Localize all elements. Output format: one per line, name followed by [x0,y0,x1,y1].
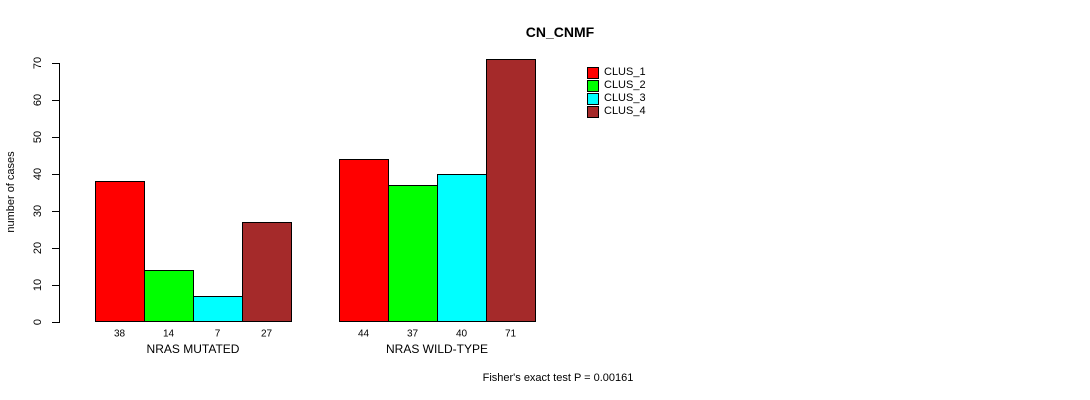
y-tick [52,285,59,286]
bar-CLUS_2 [144,270,194,322]
stat-annotation: Fisher's exact test P = 0.00161 [482,372,634,384]
legend-label: CLUS_2 [604,79,646,91]
y-tick [52,248,59,249]
bar-CLUS_3 [437,174,487,322]
bar-CLUS_4 [486,59,536,322]
legend-swatch [587,66,599,79]
bar-CLUS_1 [339,159,389,322]
bar-CLUS_3 [193,296,243,322]
legend-item: CLUS_3 [587,92,646,105]
legend-swatch [587,92,599,105]
bar-value-label: 37 [406,328,419,340]
bar-CLUS_4 [242,222,292,322]
bar-value-label: 40 [455,328,468,340]
y-tick-label: 30 [32,204,44,218]
legend: CLUS_1 CLUS_2 CLUS_3 CLUS_4 [587,66,646,118]
y-tick [52,211,59,212]
legend-swatch [587,105,599,118]
bar-value-label: 14 [162,328,175,340]
y-tick [52,174,59,175]
bar-value-label: 7 [214,328,221,340]
y-tick-label: 50 [32,130,44,144]
bar-value-label: 27 [260,328,273,340]
bar-value-label: 71 [504,328,517,340]
x-category-label: NRAS MUTATED [146,342,240,356]
chart-title: CN_CNMF [525,24,595,40]
bar-CLUS_1 [95,181,145,322]
legend-label: CLUS_4 [604,105,646,117]
legend-item: CLUS_1 [587,66,646,79]
bar-value-label: 38 [113,328,126,340]
y-tick [52,137,59,138]
legend-label: CLUS_1 [604,66,646,78]
legend-label: CLUS_3 [604,92,646,104]
y-tick-label: 60 [32,93,44,107]
bar-value-label: 44 [357,328,370,340]
y-tick-label: 20 [32,241,44,255]
bar-CLUS_2 [388,185,438,322]
legend-item: CLUS_2 [587,79,646,92]
y-tick [52,322,59,323]
x-category-label: NRAS WILD-TYPE [385,342,489,356]
y-tick-label: 70 [32,56,44,70]
y-tick-label: 10 [32,278,44,292]
y-axis-line [59,63,60,323]
legend-item: CLUS_4 [587,105,646,118]
y-tick [52,100,59,101]
y-tick-label: 0 [32,318,44,326]
y-tick-label: 40 [32,167,44,181]
y-tick [52,63,59,64]
legend-swatch [587,79,599,92]
